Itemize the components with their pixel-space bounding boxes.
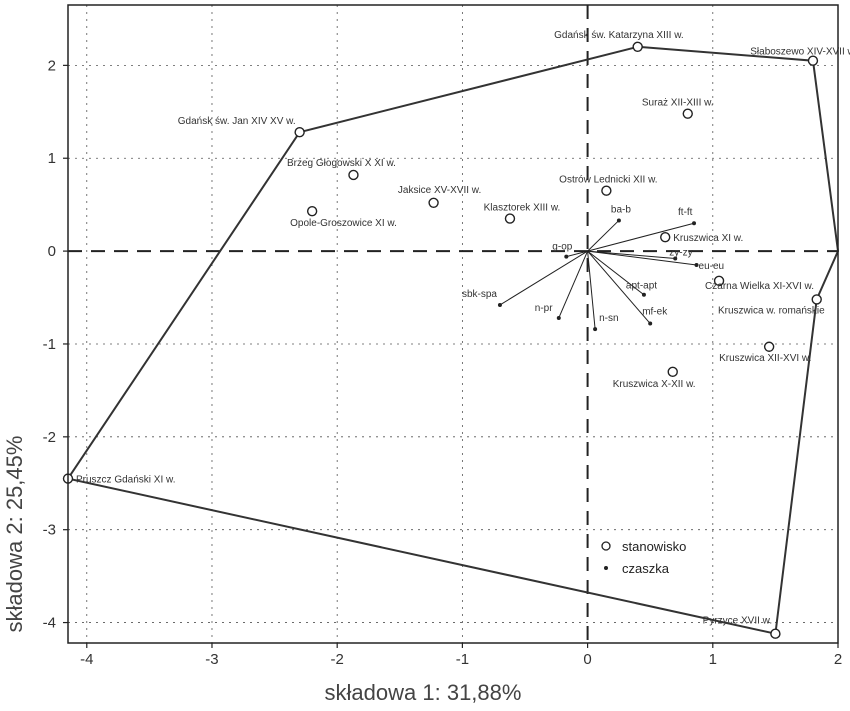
site-label: Jaksice XV-XVII w. [398,185,481,196]
trait-point [556,315,561,320]
site-label: Czarna Wielka XI-XVI w. [705,281,814,292]
y-tick-label: -2 [43,429,56,446]
site-label: Pruszcz Gdański XI w. [76,475,175,486]
trait-vector [499,250,588,306]
site-label: Gdańsk św. Katarzyna XIII w. [554,30,684,41]
trait-point [497,302,502,307]
site-point [763,341,775,352]
trait-vector [566,250,588,258]
site-label: Brzeg Głogowski X XI w. [287,158,396,169]
site-label: Opole-Groszowice XI w. [290,218,397,229]
site-point [294,127,305,138]
y-tick-label: 0 [48,243,56,260]
legend-marker-czaszka [604,566,608,570]
convex-hull [66,45,840,635]
site-point [807,55,819,66]
trait-vector [587,251,596,330]
x-tick-label: 2 [834,651,842,668]
site-point [770,628,781,639]
y-tick-label: 2 [48,57,56,74]
plot-frame [67,4,839,644]
site-point [306,205,318,217]
trait-label: mf-ek [642,307,668,318]
trait-point [694,263,699,268]
trait-point [616,218,621,223]
trait-vector [587,250,676,260]
site-point [811,294,822,305]
trait-vector [587,250,645,296]
trait-label: ba-b [611,204,631,215]
grid [68,5,839,643]
site-label: Kruszwica w. romańskie [718,305,825,316]
site-point [504,213,516,224]
axis-ticks: -4 -3 -2 -1 0 1 2 2 1 0 -1 -2 -3 -4 [43,57,843,668]
site-point [601,185,612,196]
trait-label: g-op [552,242,572,253]
legend-label-stanowisko: stanowisko [622,539,686,554]
trait-label: sbk-spa [462,289,497,300]
site-point [348,169,359,181]
site-label: Suraż XII-XIII w. [642,98,714,109]
hull-polygon [66,45,840,635]
site-point [682,108,693,119]
site-point [713,275,725,287]
y-tick-label: -4 [43,615,56,632]
trait-point [593,327,598,332]
trait-point [564,254,569,259]
site-label: Pyrzyce XVII w. [703,616,772,627]
site-point [632,41,643,52]
trait-vector [587,250,697,266]
trait-vector [558,250,589,319]
x-tick-label: -2 [331,651,344,668]
x-tick-label: 1 [709,651,717,668]
legend-marker-stanowisko [601,541,611,551]
y-tick-label: -3 [43,522,56,539]
zero-lines [68,5,838,643]
x-tick-label: 0 [583,651,591,668]
trait-vector [587,250,651,324]
site-label: Ostrów Lednicki XII w. [559,175,657,186]
site-label: Klasztorek XIII w. [484,203,561,214]
trait-vector [587,220,620,252]
x-tick-label: -1 [456,651,469,668]
trait-label: zy-zy [669,248,692,259]
trait-vector [587,222,695,252]
y-tick-label: -1 [43,336,56,353]
site-point [660,231,671,243]
trait-vectors: ba-b ft-ft zy-zy eu-eu g-op apt-apt sbk-spa n-p… [462,204,725,332]
trait-point [673,256,678,261]
site-point [428,197,439,209]
y-axis-title: składowa 2: 25,45% [2,436,27,633]
site-label: Kruszwica X-XII w. [613,379,696,390]
site-label: Słaboszewo XIV-XVII w. [750,47,850,58]
x-tick-label: -3 [205,651,218,668]
site-label: Kruszwica XII-XVI w. [719,353,811,364]
site-points: Gdańsk św. Katarzyna XIII w. Słaboszewo X… [62,30,850,639]
trait-label: eu-eu [699,261,725,272]
trait-label: ft-ft [678,207,693,218]
trait-point [641,292,646,297]
x-axis-title: składowa 1: 31,88% [325,680,522,705]
trait-label: n-pr [535,303,553,314]
trait-point [648,321,653,326]
site-label: Gdańsk św. Jan XIV XV w. [178,116,296,127]
trait-label: apt-apt [626,281,657,292]
site-point [667,366,678,378]
legend-label-czaszka: czaszka [622,561,670,576]
trait-point [692,221,697,226]
x-tick-label: -4 [80,651,93,668]
y-tick-label: 1 [48,150,56,167]
legend: stanowisko czaszka [601,539,686,576]
site-label: Kruszwica XI w. [673,233,743,244]
trait-label: n-sn [599,313,618,324]
